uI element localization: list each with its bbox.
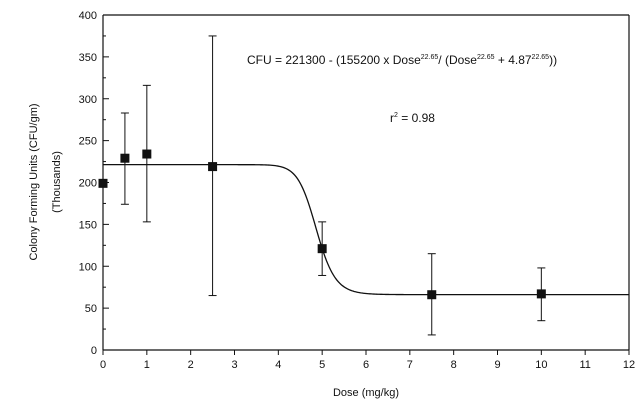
fit-curve	[103, 164, 629, 296]
equation-mid-2: + 4.87	[495, 53, 532, 67]
y-axis-subtitle: (Thousands)	[51, 151, 63, 213]
y-tick-label: 200	[79, 178, 97, 190]
data-point-marker	[98, 178, 108, 188]
y-axis-title: Colony Forming Units (CFU/gm)	[28, 103, 40, 260]
r-squared-value: = 0.98	[398, 111, 435, 125]
x-tick-label: 6	[363, 359, 369, 371]
equation-suffix: ))	[549, 53, 557, 67]
x-axis-title: Dose (mg/kg)	[333, 387, 399, 399]
fit-curve-layer	[103, 164, 629, 296]
x-tick-label: 0	[100, 359, 106, 371]
y-tick-label: 50	[85, 303, 97, 315]
r-squared-r: r	[390, 111, 394, 125]
y-tick-label: 400	[79, 10, 97, 22]
data-points-layer	[98, 35, 546, 336]
y-tick-label: 100	[79, 261, 97, 273]
data-point-marker	[208, 162, 218, 172]
y-ticks: 0 50 100 150 200 250 300 350 400	[79, 10, 109, 357]
x-tick-label: 10	[535, 359, 547, 371]
y-tick-label: 0	[91, 345, 97, 357]
equation-exponent-1: 22.65	[421, 54, 439, 61]
data-point-marker	[120, 153, 130, 163]
data-point-marker	[536, 289, 546, 299]
x-tick-label: 2	[188, 359, 194, 371]
equation-mid: / (Dose	[438, 53, 477, 67]
x-tick-label: 11	[579, 359, 590, 371]
x-ticks: 0 1 2 3 4 5 6 7 8 9 10 11 12	[100, 350, 635, 371]
y-tick-label: 150	[79, 219, 97, 231]
fit-equation: CFU = 221300 - (155200 x Dose22.65/ (Dos…	[247, 53, 557, 67]
y-tick-label: 300	[79, 94, 97, 106]
x-tick-label: 12	[623, 359, 635, 371]
x-tick-label: 4	[275, 359, 281, 371]
equation-exponent-3: 22.65	[532, 54, 550, 61]
x-tick-label: 7	[407, 359, 413, 371]
data-point-marker	[427, 290, 437, 300]
data-point-marker	[142, 149, 152, 159]
y-tick-label: 350	[79, 52, 97, 64]
x-tick-label: 8	[451, 359, 457, 371]
equation-exponent-2: 22.65	[477, 54, 495, 61]
x-tick-label: 3	[231, 359, 237, 371]
r-squared-exponent: 2	[394, 112, 398, 119]
x-tick-label: 9	[494, 359, 500, 371]
y-tick-label: 250	[79, 136, 97, 148]
equation-prefix: CFU = 221300 - (155200 x Dose	[247, 53, 421, 67]
data-point-marker	[317, 244, 327, 254]
r-squared-label: r2 = 0.98	[390, 111, 435, 125]
x-tick-label: 5	[319, 359, 325, 371]
x-tick-label: 1	[144, 359, 150, 371]
